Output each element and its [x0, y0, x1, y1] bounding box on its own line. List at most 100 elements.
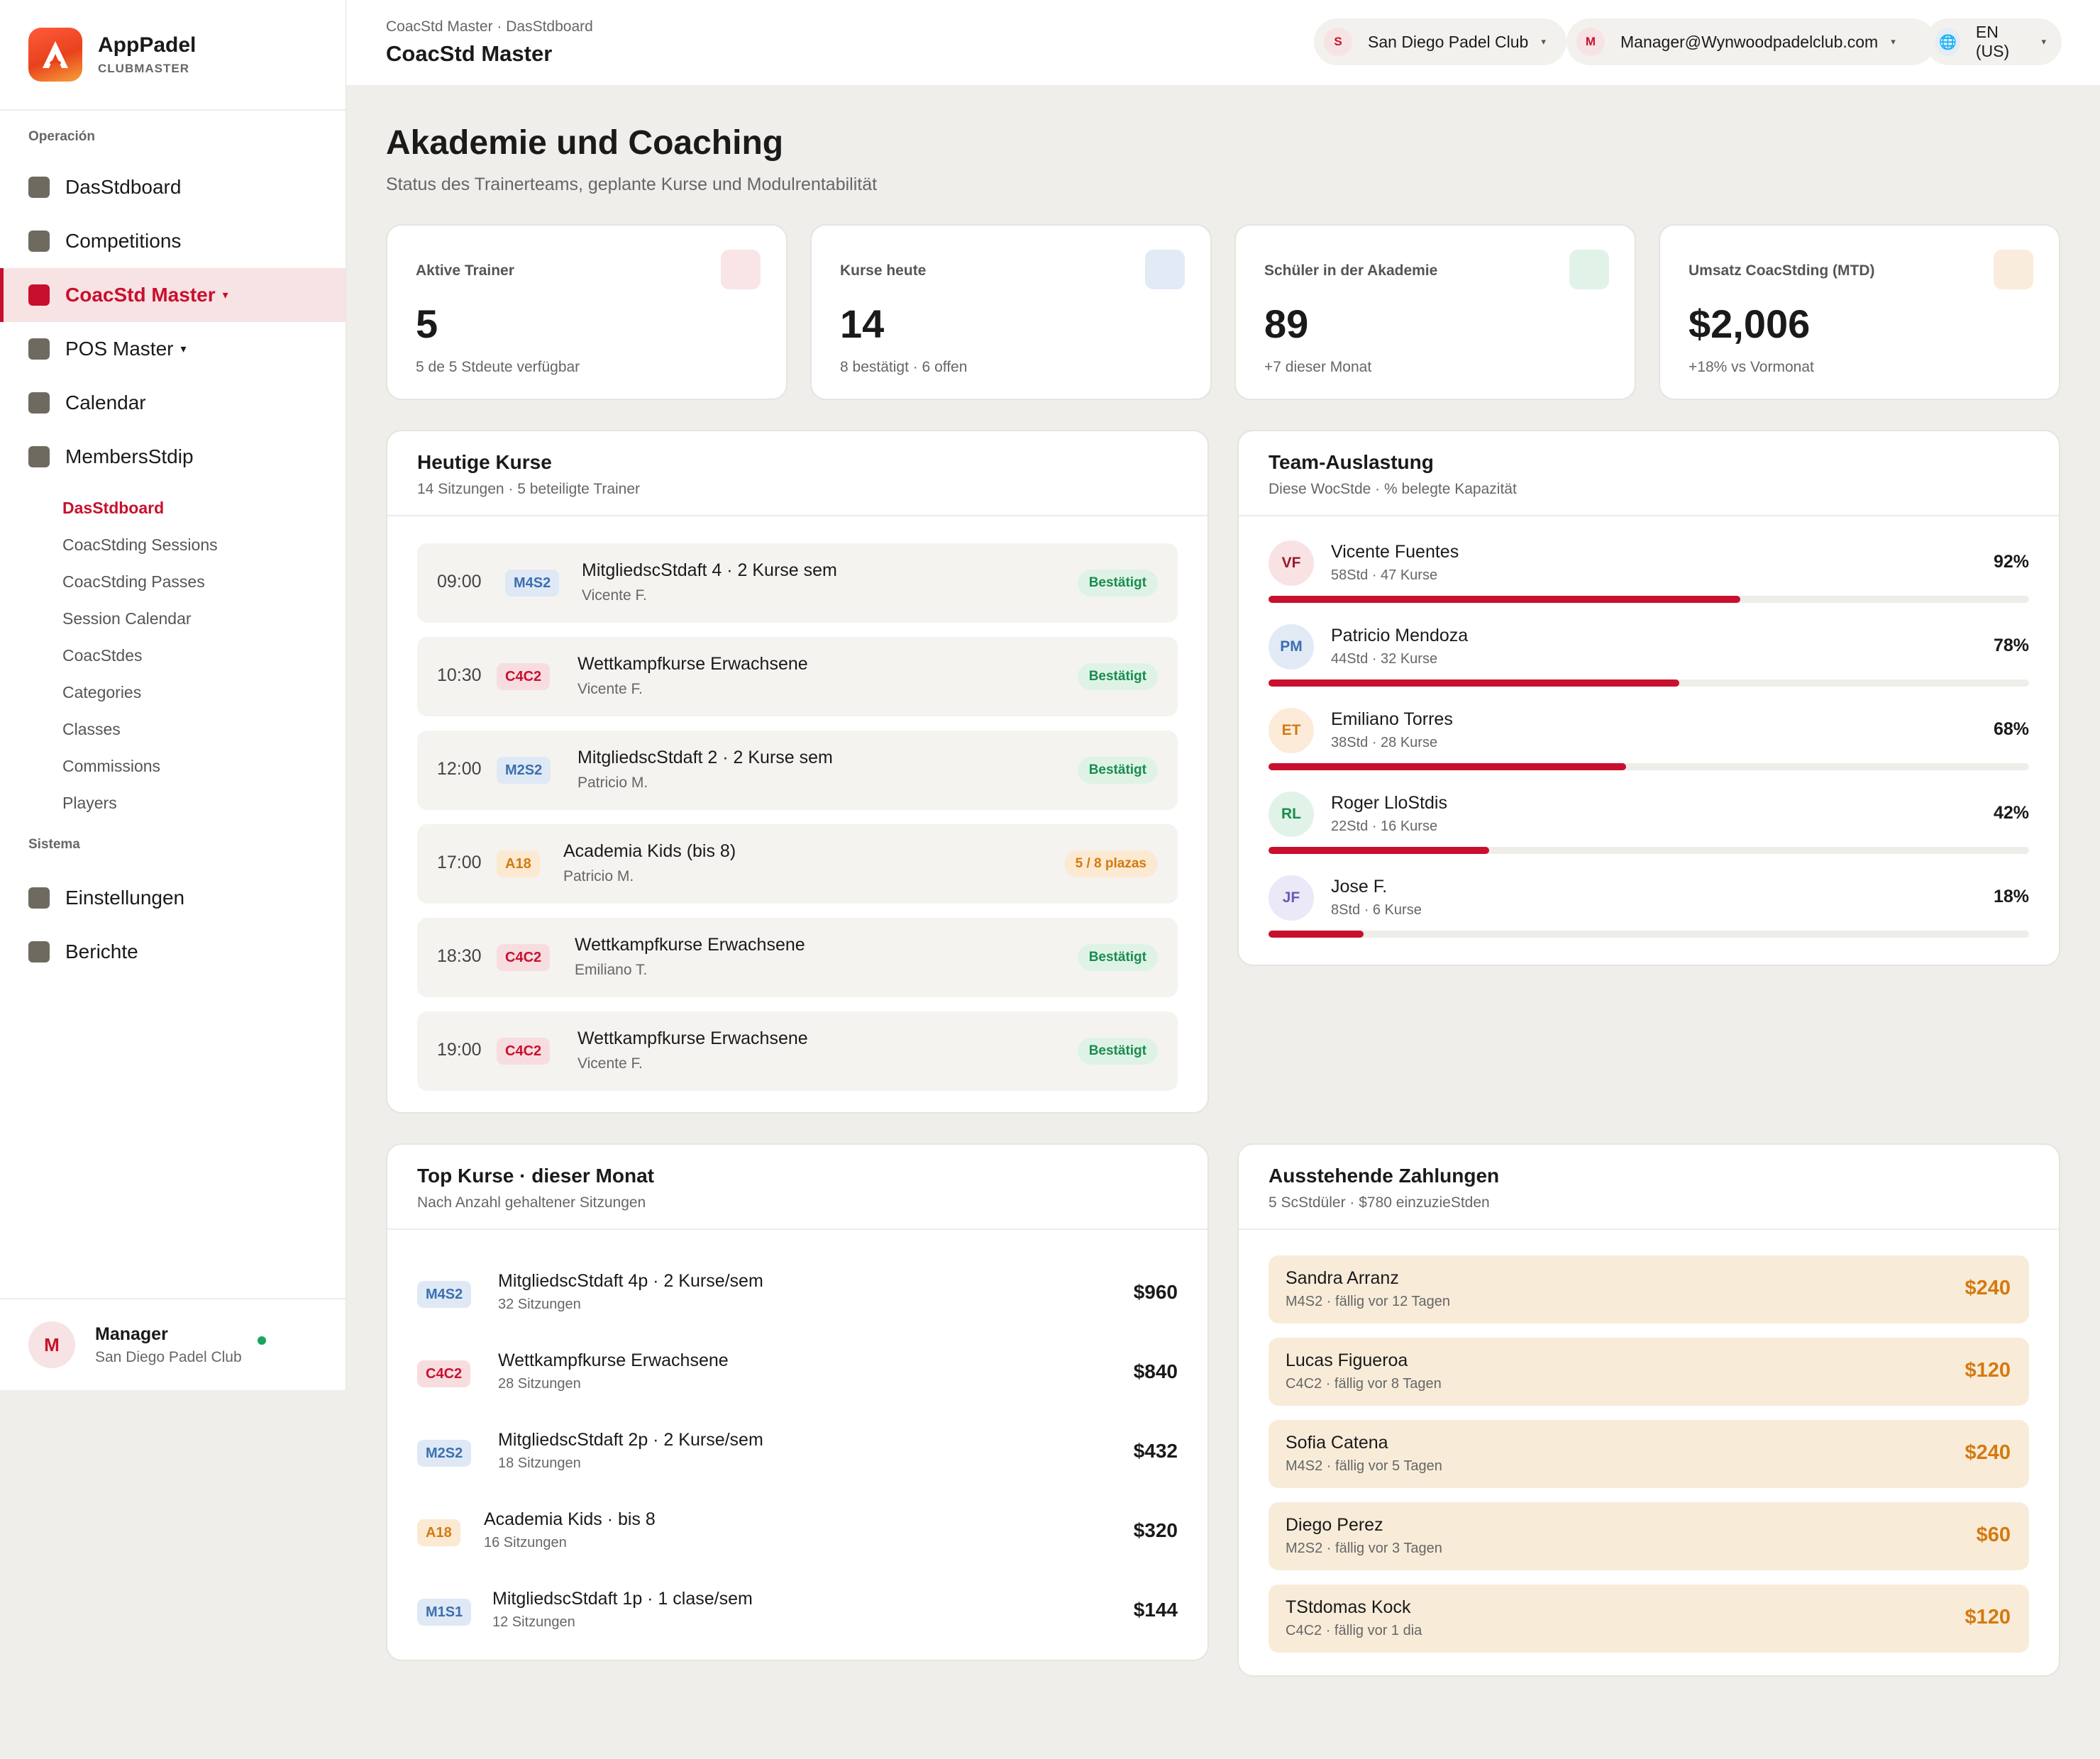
chevron-down-icon: ▾: [180, 343, 187, 355]
stat-value: 5: [416, 301, 438, 346]
stat-value: $2,006: [1689, 301, 1811, 346]
top-class-row[interactable]: M4S2 MitgliedscStdaft 4p · 2 Kurse/sem 3…: [417, 1267, 1178, 1324]
pos-icon: [28, 338, 50, 360]
class-revenue: $320: [1133, 1519, 1178, 1541]
class-code-badge: C4C2: [497, 944, 551, 971]
submenu-item-commissions[interactable]: Commissions: [62, 756, 161, 775]
payment-row[interactable]: Diego Perez M2S2 · fällig vor 3 Tagen $6…: [1269, 1502, 2029, 1570]
sidebar-item-label: Competitions: [65, 230, 182, 252]
sidebar-item-membership[interactable]: MembersStdip: [0, 430, 346, 484]
submenu-item-classes[interactable]: Classes: [62, 719, 121, 738]
calendar-icon: [28, 392, 50, 414]
divider: [387, 1228, 1208, 1230]
payment-meta: C4C2 · fällig vor 1 dia: [1286, 1623, 1422, 1638]
nav-section-sistema: Sistema: [28, 837, 80, 852]
sidebar: AppPadel CLUBMASTER Operación DasStdboar…: [0, 0, 346, 1390]
top-class-row[interactable]: C4C2 Wettkampfkurse Erwachsene 28 Sitzun…: [417, 1346, 1178, 1403]
user-profile-footer[interactable]: M Manager San Diego Padel Club: [0, 1298, 346, 1390]
brand-name: AppPadel: [98, 33, 197, 57]
coach-submenu: DasStdboard CoacStding Sessions CoacStdi…: [0, 489, 346, 821]
sidebar-item-competitions[interactable]: Competitions: [0, 214, 346, 268]
brand-subtitle: CLUBMASTER: [98, 62, 189, 75]
class-row[interactable]: 10:30 C4C2 Wettkampfkurse Erwachsene Vic…: [417, 637, 1178, 716]
sidebar-item-label: MembersStdip: [65, 445, 194, 467]
page-title: Akademie und Coaching: [386, 124, 784, 162]
panel-subtitle: 14 Sitzungen · 5 beteiligte Trainer: [417, 481, 641, 497]
status-badge: Bestätigt: [1077, 570, 1158, 596]
team-member-row[interactable]: PM Patricio Mendoza 44Std · 32 Kurse 78%: [1269, 624, 2029, 708]
sidebar-item-reports[interactable]: Berichte: [0, 925, 346, 979]
class-name: MitgliedscStdaft 4 · 2 Kurse sem: [582, 560, 837, 580]
nav-section-operacion: Operación: [28, 129, 95, 144]
class-row[interactable]: 17:00 A18 Academia Kids (bis 8) Patricio…: [417, 824, 1178, 904]
divider: [387, 515, 1208, 516]
status-badge: Bestätigt: [1077, 1038, 1158, 1065]
top-class-row[interactable]: M1S1 MitgliedscStdaft 1p · 1 clase/sem 1…: [417, 1585, 1178, 1641]
payment-meta: M4S2 · fällig vor 12 Tagen: [1286, 1294, 1450, 1309]
team-member-row[interactable]: VF Vicente Fuentes 58Std · 47 Kurse 92%: [1269, 540, 2029, 624]
class-name: MitgliedscStdaft 1p · 1 clase/sem: [492, 1589, 753, 1609]
stat-label: Kurse heute: [840, 262, 927, 279]
payment-row[interactable]: Sandra Arranz M4S2 · fällig vor 12 Tagen…: [1269, 1255, 2029, 1324]
club-selector[interactable]: S San Diego Padel Club ▾: [1314, 18, 1566, 65]
class-sessions: 18 Sitzungen: [498, 1455, 581, 1471]
payment-row[interactable]: Sofia Catena M4S2 · fällig vor 5 Tagen $…: [1269, 1420, 2029, 1488]
sidebar-item-label: POS Master: [65, 338, 174, 360]
team-member-row[interactable]: ET Emiliano Torres 38Std · 28 Kurse 68%: [1269, 708, 2029, 792]
top-class-row[interactable]: A18 Academia Kids · bis 8 16 Sitzungen $…: [417, 1505, 1178, 1562]
stat-chip-icon: [721, 250, 761, 289]
user-club: San Diego Padel Club: [95, 1348, 242, 1365]
team-member-row[interactable]: RL Roger LloStdis 22Std · 16 Kurse 42%: [1269, 792, 2029, 875]
payment-row[interactable]: Lucas Figueroa C4C2 · fällig vor 8 Tagen…: [1269, 1338, 2029, 1406]
submenu-item-coaches[interactable]: CoacStdes: [62, 645, 143, 665]
class-code-badge: A18: [417, 1519, 460, 1546]
sidebar-item-settings[interactable]: Einstellungen: [0, 871, 346, 925]
class-time: 12:00: [437, 759, 482, 779]
class-row[interactable]: 09:00 M4S2 MitgliedscStdaft 4 · 2 Kurse …: [417, 543, 1178, 623]
user-name: Manager: [95, 1324, 168, 1344]
class-name: MitgliedscStdaft 2p · 2 Kurse/sem: [498, 1430, 763, 1450]
submenu-item-dashboard[interactable]: DasStdboard: [62, 498, 165, 517]
class-name: Wettkampfkurse Erwachsene: [578, 1028, 808, 1048]
topbar-title: CoacStd Master: [386, 41, 553, 66]
payment-row[interactable]: TStdomas Kock C4C2 · fällig vor 1 dia $1…: [1269, 1585, 2029, 1653]
sidebar-item-calendar[interactable]: Calendar: [0, 376, 346, 430]
reports-icon: [28, 941, 50, 962]
payment-amount: $240: [1964, 1277, 2011, 1299]
team-member-row[interactable]: JF Jose F. 8Std · 6 Kurse 18%: [1269, 875, 2029, 959]
page-subtitle: Status des Trainerteams, geplante Kurse …: [386, 174, 878, 194]
trainer-name: Emiliano Torres: [1331, 709, 1453, 729]
top-class-row[interactable]: M2S2 MitgliedscStdaft 2p · 2 Kurse/sem 1…: [417, 1426, 1178, 1482]
class-row[interactable]: 12:00 M2S2 MitgliedscStdaft 2 · 2 Kurse …: [417, 731, 1178, 810]
user-menu-label: Manager@Wynwoodpadelclub.com: [1620, 32, 1879, 51]
payment-meta: C4C2 · fällig vor 8 Tagen: [1286, 1376, 1442, 1392]
dashboard-icon: [28, 177, 50, 198]
brand[interactable]: AppPadel CLUBMASTER: [0, 0, 346, 111]
trainer-name: Vicente Fuentes: [1331, 542, 1459, 562]
stat-value: 14: [840, 301, 885, 346]
class-name: Wettkampfkurse Erwachsene: [578, 654, 808, 674]
submenu-item-players[interactable]: Players: [62, 793, 117, 812]
student-name: Diego Perez: [1286, 1515, 1383, 1535]
sidebar-item-dashboard[interactable]: DasStdboard: [0, 160, 346, 214]
trainer-name: Jose F.: [1331, 877, 1388, 897]
user-menu[interactable]: M Manager@Wynwoodpadelclub.com ▾: [1566, 18, 1935, 65]
coach-icon: [28, 284, 50, 306]
language-selector[interactable]: 🌐 EN (US) ▾: [1925, 18, 2062, 65]
sidebar-item-label: DasStdboard: [65, 176, 182, 198]
submenu-item-session-calendar[interactable]: Session Calendar: [62, 609, 192, 628]
class-row[interactable]: 18:30 C4C2 Wettkampfkurse Erwachsene Emi…: [417, 918, 1178, 997]
top-classes-panel: Top Kurse · dieser Monat Nach Anzahl geh…: [386, 1143, 1209, 1661]
submenu-item-coaching-sessions[interactable]: CoacStding Sessions: [62, 535, 218, 554]
stat-card-revenue: Umsatz CoacStding (MTD) $2,006 +18% vs V…: [1659, 224, 2060, 400]
submenu-item-coaching-passes[interactable]: CoacStding Passes: [62, 572, 205, 591]
trainer-meta: 44Std · 32 Kurse: [1331, 651, 1438, 667]
sidebar-item-pos-master[interactable]: POS Master ▾: [0, 322, 346, 376]
class-time: 09:00: [437, 572, 482, 592]
sidebar-item-coach-master[interactable]: CoacStd Master ▾: [0, 268, 346, 322]
class-trainer: Patricio M.: [563, 868, 634, 884]
class-row[interactable]: 19:00 C4C2 Wettkampfkurse Erwachsene Vic…: [417, 1011, 1178, 1091]
settings-icon: [28, 887, 50, 909]
submenu-item-categories[interactable]: Categories: [62, 682, 142, 701]
avatar: VF: [1269, 540, 1314, 586]
